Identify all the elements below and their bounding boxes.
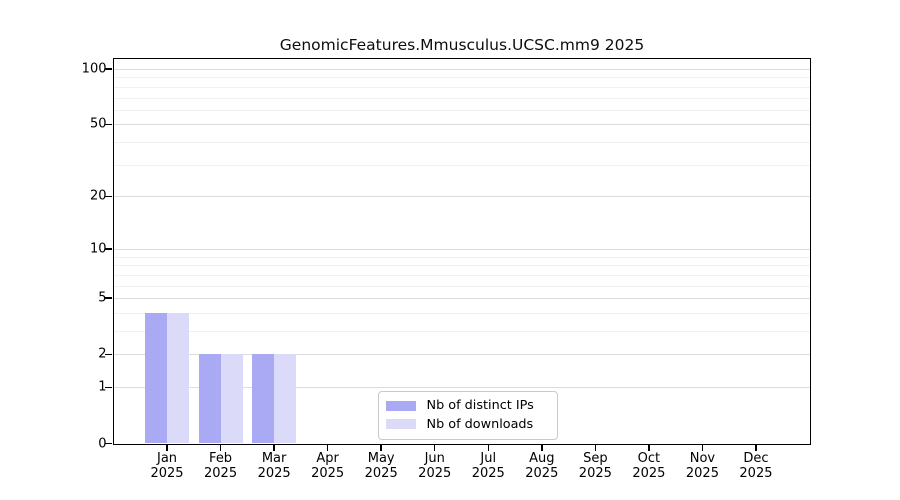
x-axis-tick (219, 443, 222, 451)
x-axis-tick-label: Mar 2025 (257, 450, 291, 482)
chart-title: GenomicFeatures.Mmusculus.UCSC.mm9 2025 (279, 36, 645, 54)
y-axis-tick (105, 386, 112, 388)
x-axis-tick-label: Jun 2025 (418, 450, 452, 482)
x-axis-tick (166, 443, 168, 451)
major-gridline (113, 248, 810, 250)
x-axis-tick (648, 443, 650, 451)
major-gridline (113, 387, 810, 389)
minor-gridline (113, 164, 810, 166)
x-axis-tick-label: Apr 2025 (311, 450, 345, 482)
minor-gridline (113, 285, 810, 287)
minor-gridline (113, 97, 810, 99)
minor-gridline (113, 256, 810, 258)
bar-nb-of-downloads (220, 354, 243, 444)
y-axis-tick-label: 50 (89, 116, 107, 132)
major-gridline (113, 124, 810, 126)
legend: Nb of distinct IPs Nb of downloads (377, 390, 558, 440)
y-axis-tick-label: 100 (81, 61, 107, 77)
x-axis-tick-label: Jul 2025 (471, 450, 505, 482)
legend-swatch (385, 419, 416, 430)
minor-gridline (113, 331, 810, 333)
y-axis-tick (105, 353, 112, 356)
major-gridline (113, 298, 810, 300)
x-axis-tick (380, 443, 382, 451)
y-axis-tick-label: 20 (89, 188, 107, 204)
minor-gridline (113, 142, 810, 144)
x-axis-tick (487, 443, 490, 451)
x-axis-tick-label: Jan 2025 (150, 450, 184, 482)
y-axis-tick-label: 5 (98, 290, 107, 306)
x-axis-tick-label: Dec 2025 (739, 450, 773, 482)
x-axis-tick (273, 443, 275, 451)
x-axis-tick-label: May 2025 (364, 450, 398, 482)
legend-label: Nb of downloads (426, 416, 534, 432)
minor-gridline (113, 86, 810, 88)
x-axis-tick-label: Sep 2025 (578, 450, 612, 482)
y-axis-tick (105, 68, 112, 70)
bar-nb-of-downloads (274, 354, 297, 444)
bar-nb-of-distinct-ips (145, 312, 168, 444)
bar-nb-of-distinct-ips (198, 354, 221, 444)
minor-gridline (113, 312, 810, 314)
x-axis-tick-label: Aug 2025 (525, 450, 559, 482)
y-axis-tick (105, 248, 112, 250)
y-axis-tick-label: 10 (89, 241, 107, 257)
minor-gridline (113, 77, 810, 79)
major-gridline (113, 69, 810, 71)
x-axis-tick (433, 443, 436, 451)
minor-gridline (113, 109, 810, 111)
y-axis-tick-label: 0 (98, 436, 107, 451)
bar-nb-of-downloads (167, 312, 190, 444)
legend-swatch (385, 400, 416, 411)
legend-entry: Nb of downloads (385, 415, 549, 434)
y-axis-tick-label: 1 (98, 379, 107, 395)
x-axis-tick (326, 443, 329, 451)
y-axis-tick-label: 2 (98, 346, 107, 362)
bar-nb-of-distinct-ips (252, 354, 275, 444)
major-gridline (113, 196, 810, 198)
x-axis-tick (541, 443, 543, 451)
y-axis-tick (105, 297, 112, 299)
x-axis-tick (594, 443, 597, 451)
y-axis-tick (105, 123, 112, 126)
x-axis-tick (755, 443, 757, 451)
minor-gridline (113, 265, 810, 267)
plot-area: 0 1 2 5 10 20 50 100 Jan 2025 Feb 2025 Mar 2025 Apr 202… (82, 57, 811, 481)
x-axis-tick-label: Feb 2025 (204, 450, 238, 482)
x-axis-tick (701, 443, 704, 451)
minor-gridline (113, 274, 810, 276)
x-axis-tick-label: Nov 2025 (685, 450, 719, 482)
legend-label: Nb of distinct IPs (426, 398, 534, 414)
major-gridline (113, 354, 810, 356)
x-axis-tick-label: Oct 2025 (632, 450, 666, 482)
y-axis-tick (105, 195, 112, 198)
y-axis-tick (105, 442, 112, 445)
legend-entry: Nb of distinct IPs (385, 397, 549, 416)
